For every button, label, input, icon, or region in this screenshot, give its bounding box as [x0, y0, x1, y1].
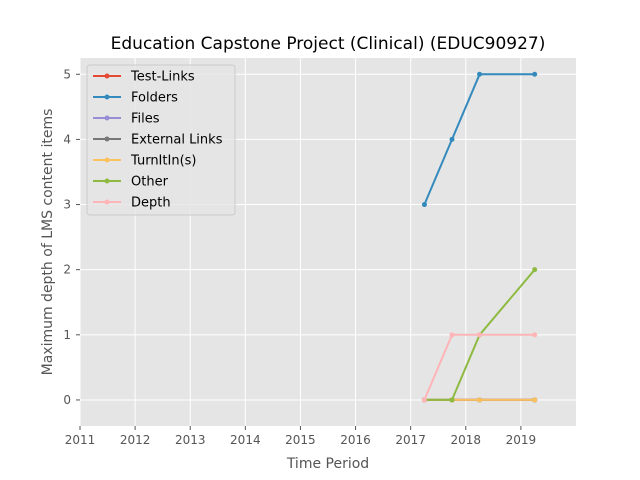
series-depth: [421, 332, 538, 403]
legend-marker: [104, 178, 110, 184]
x-tick-label: 2012: [120, 433, 151, 447]
chart-title: Education Capstone Project (Clinical) (E…: [111, 34, 546, 54]
x-tick-label: 2015: [285, 433, 316, 447]
data-point-folders: [477, 71, 483, 77]
series-layer: [421, 71, 538, 403]
data-point-folders: [421, 202, 427, 208]
data-point-other: [532, 267, 538, 273]
legend-marker: [104, 115, 110, 121]
data-point-depth: [532, 332, 538, 338]
x-tick-label: 2018: [451, 433, 482, 447]
legend-item-other: Other: [93, 175, 169, 190]
data-point-depth: [449, 332, 455, 338]
legend-label: Files: [131, 112, 160, 127]
legend-label: External Links: [131, 133, 223, 148]
data-point-depth: [421, 397, 427, 403]
series-line-folders: [423, 73, 535, 205]
series-folders: [421, 71, 538, 208]
legend-item-files: Files: [93, 112, 160, 127]
legend-label: TurnItIn(s): [130, 154, 196, 169]
y-axis-label: Maximum depth of LMS content items: [40, 109, 56, 376]
y-tick-label: 2: [63, 263, 71, 277]
series-line-depth: [423, 333, 535, 401]
x-tick-label: 2013: [175, 433, 206, 447]
x-tick-label: 2014: [230, 433, 261, 447]
data-point-depth: [477, 332, 483, 338]
x-tick-label: 2017: [395, 433, 426, 447]
x-axis-ticks: 2011 2012 2013 2014 2015 2016 2017 2018 2019: [65, 426, 536, 447]
legend-marker: [104, 73, 110, 79]
data-point-folders: [532, 71, 538, 77]
legend: Test-Links Folders Files External Links Turn…: [86, 64, 236, 216]
x-tick-label: 2016: [340, 433, 371, 447]
legend-item-test-links: Test-Links: [93, 70, 195, 85]
x-tick-label: 2011: [65, 433, 96, 447]
y-tick-label: 3: [63, 198, 71, 212]
data-point-other: [449, 397, 455, 403]
data-point-turnitin-s: [477, 397, 483, 403]
legend-item-external-links: External Links: [93, 133, 223, 148]
legend-marker: [104, 199, 110, 205]
legend-item-folders: Folders: [93, 91, 178, 106]
legend-item-turnitin-s: TurnItIn(s): [93, 154, 196, 169]
data-point-folders: [449, 136, 455, 142]
legend-item-depth: Depth: [93, 196, 171, 211]
y-axis-ticks: 0 1 2 3 4 5: [63, 67, 80, 407]
legend-label: Folders: [131, 91, 178, 106]
legend-label: Test-Links: [130, 70, 195, 85]
legend-label: Depth: [131, 196, 171, 211]
data-point-turnitin-s: [532, 397, 538, 403]
x-tick-label: 2019: [506, 433, 537, 447]
y-tick-label: 4: [63, 132, 71, 146]
y-tick-label: 1: [63, 328, 71, 342]
y-tick-label: 0: [63, 393, 71, 407]
series-line-other: [424, 269, 536, 401]
legend-label: Other: [131, 175, 169, 190]
x-axis-label: Time Period: [286, 456, 369, 472]
legend-marker: [104, 136, 110, 142]
legend-marker: [104, 157, 110, 163]
y-tick-label: 5: [63, 67, 71, 81]
legend-marker: [104, 94, 110, 100]
legend-box: [86, 64, 236, 216]
